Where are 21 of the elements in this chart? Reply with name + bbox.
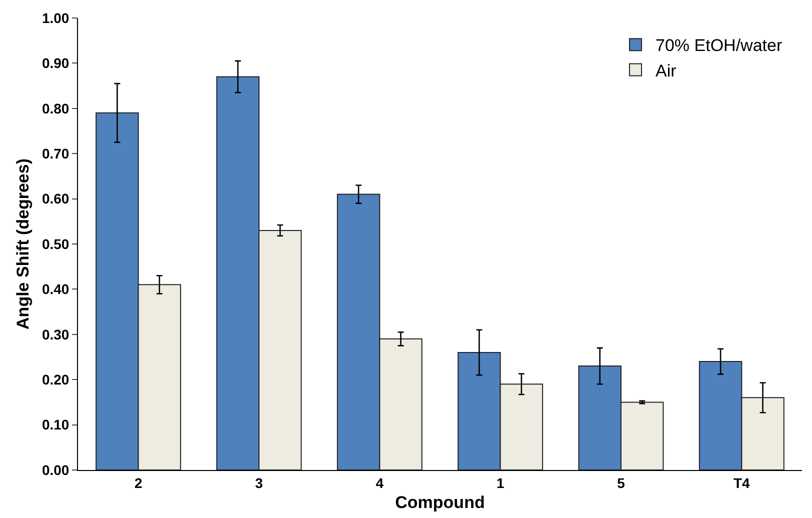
x-axis-title: Compound <box>395 493 485 512</box>
y-tick-label: 0.40 <box>42 281 70 298</box>
y-tick-label: 0.20 <box>42 372 70 388</box>
y-tick-label: 0.60 <box>42 190 70 207</box>
x-tick-label: 4 <box>376 474 384 491</box>
y-axis-title: Angle Shift (degrees) <box>14 158 32 330</box>
x-tick-label: 1 <box>496 474 504 491</box>
y-tick-label: 0.00 <box>42 462 70 478</box>
y-tick-label: 0.10 <box>42 416 70 433</box>
y-tick-label: 0.50 <box>42 236 70 252</box>
x-tick-label: 2 <box>134 474 142 491</box>
y-tick-label: 0.30 <box>42 326 70 342</box>
legend-label: 70% EtOH/water <box>656 36 782 56</box>
y-tick-label: 0.70 <box>42 146 70 162</box>
y-tick-label: 1.00 <box>42 10 70 26</box>
x-tick-label: T4 <box>734 474 750 491</box>
y-tick-label: 0.90 <box>42 55 70 72</box>
y-tick-label: 0.80 <box>42 100 70 116</box>
legend-label: Air <box>656 61 677 80</box>
x-tick-label: 3 <box>255 474 264 491</box>
x-tick-label: 5 <box>617 474 626 491</box>
